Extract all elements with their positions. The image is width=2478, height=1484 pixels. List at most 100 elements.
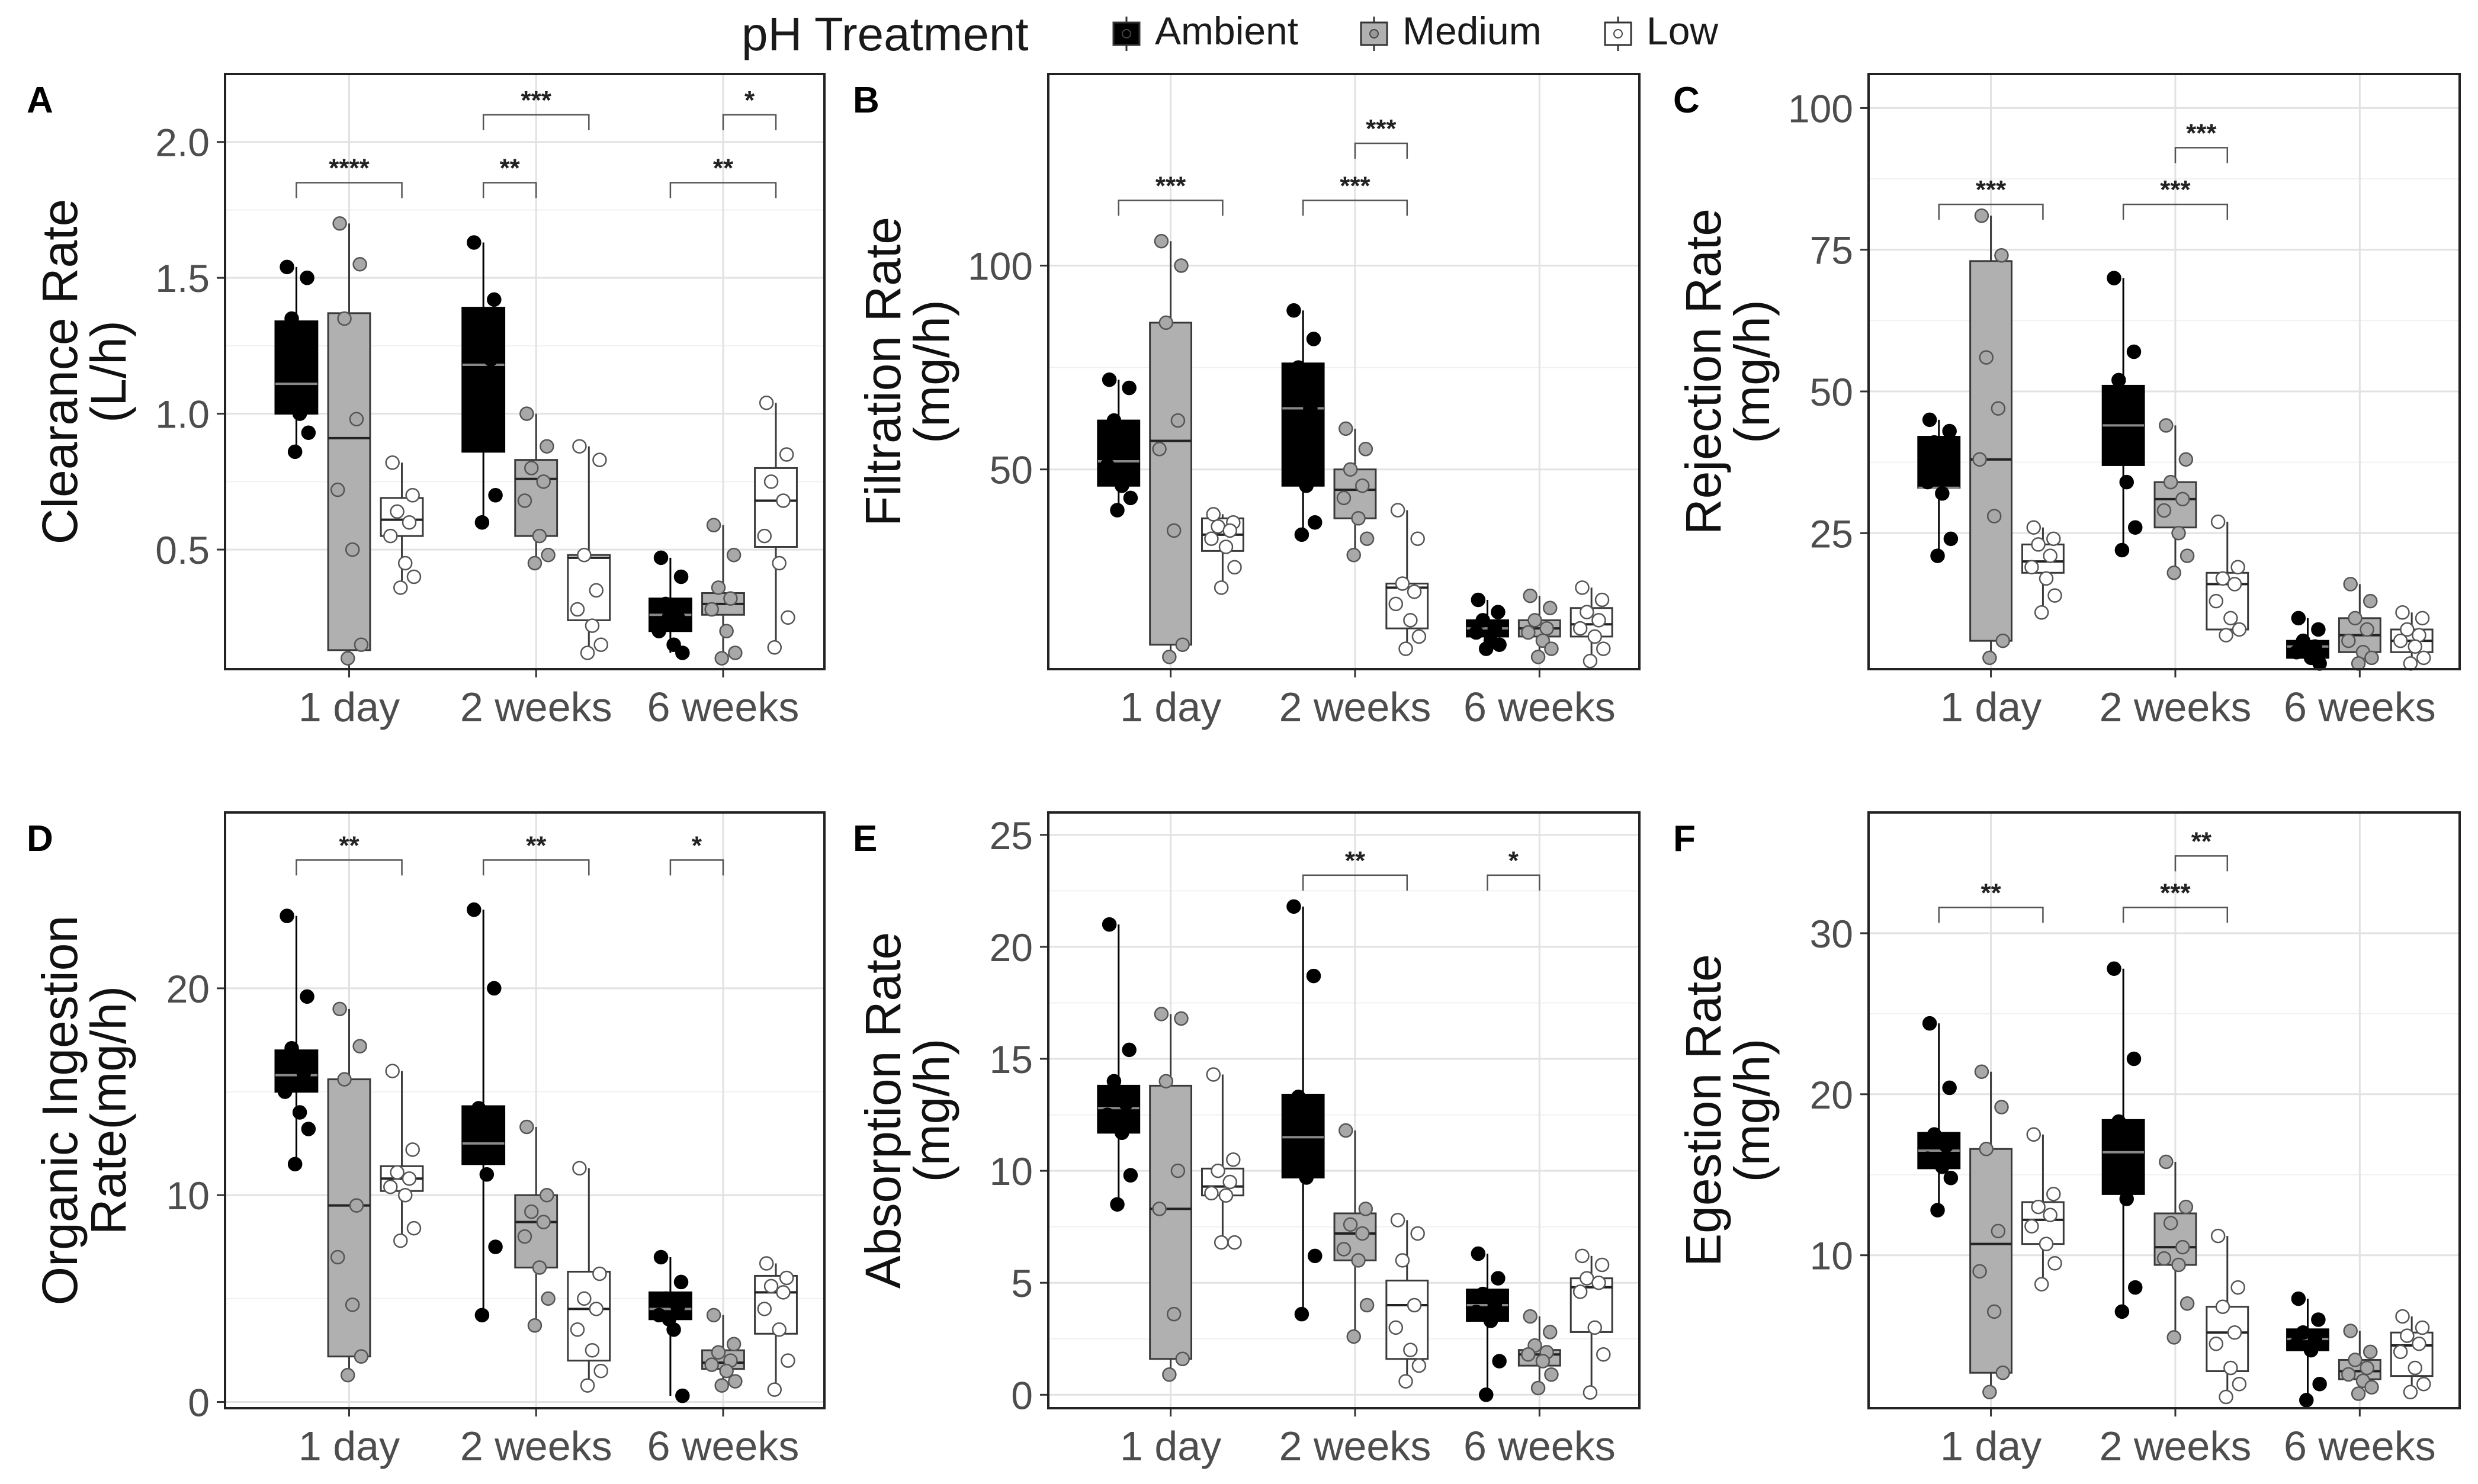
- data-point: [1308, 1248, 1323, 1264]
- y-tick-label: 10: [990, 1149, 1033, 1193]
- data-point: [474, 515, 490, 530]
- significance-bracket: [1302, 874, 1408, 891]
- significance-label: **: [500, 154, 521, 183]
- data-point: [719, 1363, 734, 1379]
- significance-label: ***: [521, 86, 552, 115]
- data-point: [1102, 917, 1117, 932]
- significance-bracket: [722, 114, 777, 130]
- x-tick-label: 6 weeks: [647, 684, 800, 730]
- data-point: [540, 439, 554, 454]
- legend-key-point: [1122, 29, 1131, 38]
- y-tick-label: 20: [1810, 1073, 1853, 1117]
- significance-bracket: [1938, 907, 2044, 923]
- plot-background: [225, 74, 824, 669]
- y-tick-label: 0: [1011, 1373, 1033, 1417]
- data-point: [1530, 650, 1546, 664]
- data-point: [1306, 968, 1321, 984]
- data-point: [1303, 401, 1318, 416]
- plot-background: [1048, 74, 1639, 669]
- data-point: [2296, 1325, 2310, 1340]
- data-point: [1338, 421, 1353, 436]
- x-tick-label: 2 weeks: [460, 684, 612, 730]
- significance-label: **: [1345, 846, 1366, 875]
- data-point: [1922, 412, 1937, 428]
- data-point: [776, 1285, 791, 1300]
- data-point: [2156, 503, 2172, 518]
- y-tick-label: 50: [990, 448, 1033, 492]
- data-point: [2128, 1280, 2143, 1295]
- data-point: [330, 482, 345, 497]
- data-point: [1572, 621, 1588, 636]
- data-point: [1351, 511, 1366, 526]
- panel-letter: F: [1673, 818, 1696, 859]
- data-point: [1218, 1188, 1234, 1203]
- data-point: [352, 1039, 367, 1053]
- data-point: [585, 1342, 600, 1358]
- data-point: [2412, 1336, 2426, 1351]
- data-point: [2034, 1277, 2049, 1292]
- data-point: [1979, 350, 1994, 365]
- data-point: [2034, 605, 2049, 620]
- data-point: [2210, 1228, 2226, 1244]
- data-point: [1492, 637, 1507, 652]
- data-point: [1100, 1107, 1115, 1122]
- data-point: [1475, 1286, 1490, 1302]
- data-point: [2163, 474, 2178, 490]
- data-point: [1475, 613, 1490, 628]
- data-point: [2175, 492, 2190, 507]
- data-point: [2415, 611, 2430, 626]
- data-point: [2219, 1389, 2233, 1405]
- data-point: [2114, 1304, 2130, 1319]
- data-point: [383, 1179, 398, 1194]
- panel-b: 50 100 1 day 2 weeks 6 weeks *** *** *** B Filtra…: [853, 73, 1641, 730]
- data-point: [541, 548, 556, 563]
- data-point: [1542, 1325, 1558, 1340]
- data-point: [2291, 611, 2306, 626]
- data-point: [1118, 438, 1134, 452]
- data-point: [300, 989, 314, 1004]
- y-tick-label: 50: [1810, 370, 1853, 414]
- significance-label: ***: [1366, 114, 1397, 143]
- data-point: [577, 1291, 592, 1306]
- data-point: [332, 216, 347, 231]
- data-point: [345, 542, 360, 557]
- data-point: [2395, 1309, 2410, 1324]
- data-point: [1972, 1264, 1987, 1279]
- data-point: [406, 1220, 422, 1236]
- panel-border: [224, 811, 826, 1409]
- data-point: [1284, 429, 1299, 444]
- data-point: [332, 1001, 347, 1017]
- data-point: [406, 569, 422, 584]
- plot-background: [1048, 812, 1639, 1408]
- data-point: [2126, 344, 2142, 359]
- significance-bracket: [2122, 203, 2229, 220]
- y-axis-title: Absorption Rate: [855, 932, 911, 1289]
- data-point: [1338, 1123, 1353, 1138]
- y-axis-title: (mg/h): [904, 300, 959, 444]
- significance-bracket: [2174, 855, 2229, 872]
- legend-label-ambient: Ambient: [1155, 9, 1298, 53]
- data-point: [1410, 1226, 1425, 1241]
- data-point: [349, 412, 364, 427]
- data-point: [704, 1357, 719, 1372]
- data-point: [763, 474, 779, 489]
- data-point: [1227, 560, 1242, 575]
- data-point: [711, 1345, 726, 1360]
- legend-key-point: [1613, 29, 1623, 38]
- panel-letter: A: [27, 80, 53, 121]
- panel-border: [1047, 811, 1641, 1409]
- data-point: [1521, 625, 1536, 640]
- data-point: [1346, 548, 1361, 563]
- data-point: [2364, 650, 2379, 666]
- data-point: [1204, 531, 1219, 546]
- panel-letter: C: [1673, 80, 1700, 121]
- data-point: [532, 528, 547, 544]
- data-point: [1211, 519, 1225, 534]
- data-point: [653, 550, 669, 566]
- data-point: [1580, 605, 1594, 619]
- data-point: [1938, 458, 1954, 473]
- data-point: [1336, 1242, 1352, 1257]
- data-point: [675, 645, 690, 660]
- plot-background: [225, 812, 824, 1408]
